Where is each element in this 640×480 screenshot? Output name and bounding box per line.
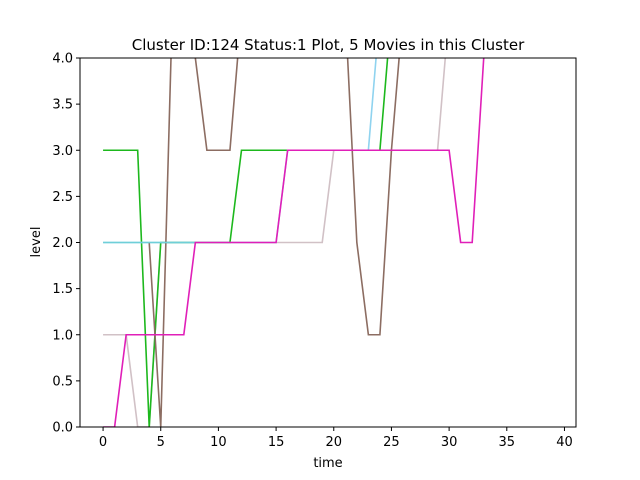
x-tick-label: 15 bbox=[268, 435, 285, 450]
series-layer bbox=[103, 58, 485, 427]
y-tick-label: 3.0 bbox=[52, 144, 73, 159]
series-line-6 bbox=[103, 58, 485, 427]
y-axis: 0.0 0.5 1.0 1.5 2.0 2.5 3.0 3.5 4.0 bbox=[52, 52, 80, 436]
x-tick-label: 5 bbox=[157, 435, 165, 450]
y-tick-label: 4.0 bbox=[52, 52, 73, 67]
y-tick-label: 2.5 bbox=[52, 190, 73, 205]
x-tick-label: 35 bbox=[499, 435, 516, 450]
x-tick-label: 20 bbox=[325, 435, 342, 450]
y-tick-label: 0.0 bbox=[52, 421, 73, 436]
y-tick-label: 0.5 bbox=[52, 374, 73, 389]
x-axis: 0 5 10 15 20 25 30 35 40 bbox=[99, 427, 573, 450]
x-tick-label: 10 bbox=[210, 435, 227, 450]
y-tick-label: 2.0 bbox=[52, 236, 73, 251]
chart-title: Cluster ID:124 Status:1 Plot, 5 Movies i… bbox=[132, 36, 525, 54]
x-tick-label: 40 bbox=[556, 435, 573, 450]
y-tick-label: 1.5 bbox=[52, 282, 73, 297]
x-tick-label: 30 bbox=[441, 435, 458, 450]
x-axis-label: time bbox=[313, 456, 342, 471]
x-tick-label: 25 bbox=[383, 435, 400, 450]
x-tick-label: 0 bbox=[99, 435, 107, 450]
series-line-4 bbox=[148, 58, 400, 427]
y-tick-label: 3.5 bbox=[52, 98, 73, 113]
y-tick-label: 1.0 bbox=[52, 328, 73, 343]
y-axis-label: level bbox=[29, 227, 44, 258]
